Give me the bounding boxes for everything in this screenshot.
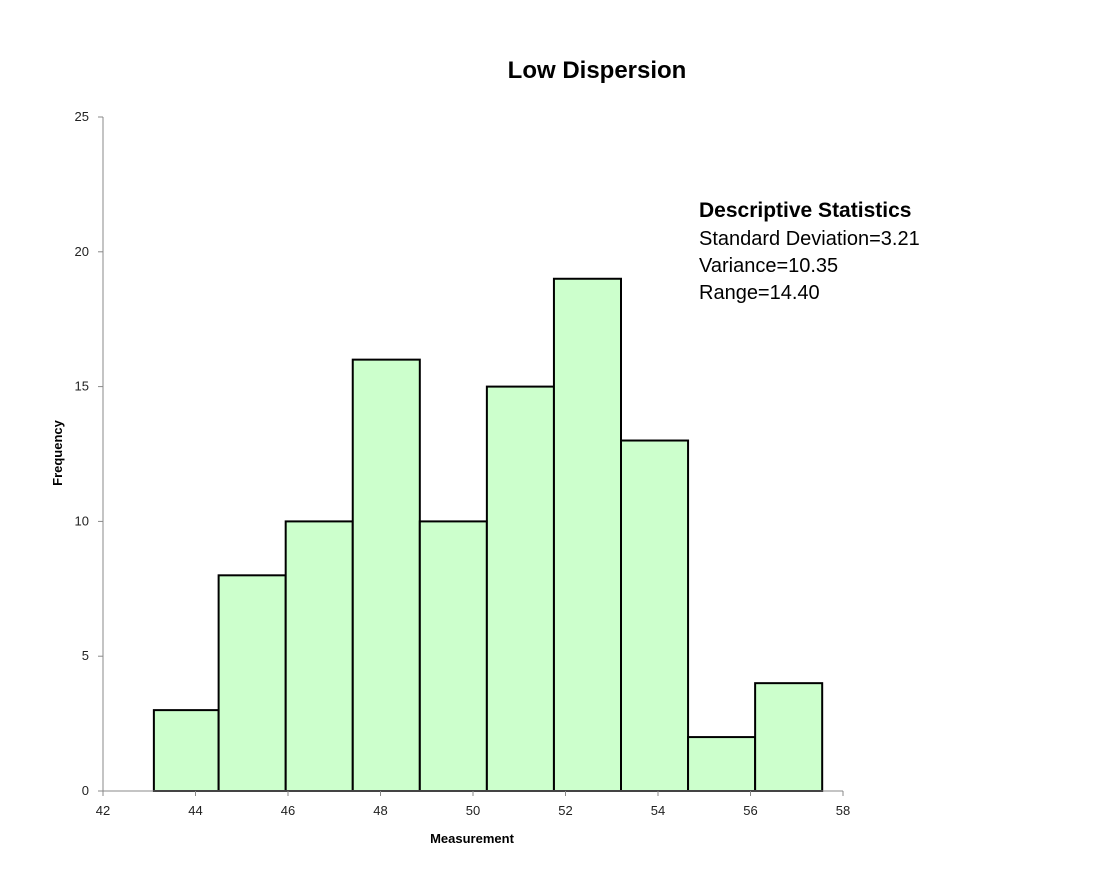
bars-group bbox=[152, 277, 824, 793]
x-tick-label: 48 bbox=[373, 803, 387, 818]
x-axis-label: Measurement bbox=[430, 831, 514, 846]
stats-std-dev: Standard Deviation=3.21 bbox=[699, 228, 920, 250]
histogram-bar-5 bbox=[418, 520, 488, 793]
y-tick-label: 15 bbox=[75, 379, 89, 394]
y-tick-label: 0 bbox=[82, 783, 89, 798]
histogram-bar-2 bbox=[217, 574, 287, 792]
histogram-bar-9 bbox=[687, 736, 757, 793]
histogram-bar-7 bbox=[552, 277, 622, 792]
y-tick-label: 5 bbox=[82, 648, 89, 663]
chart-title: Low Dispersion bbox=[508, 57, 687, 84]
x-tick-label: 52 bbox=[558, 803, 572, 818]
y-axis-label: Frequency bbox=[50, 419, 65, 486]
histogram-bar-4 bbox=[351, 358, 421, 792]
x-tick-label: 46 bbox=[281, 803, 295, 818]
stats-annotation: Descriptive Statistics Standard Deviatio… bbox=[699, 199, 920, 304]
y-tick-label: 25 bbox=[75, 109, 89, 124]
x-tick-label: 44 bbox=[188, 803, 202, 818]
histogram-bar-6 bbox=[485, 385, 555, 792]
y-axis-ticks: 0 5 10 15 20 25 bbox=[75, 109, 103, 798]
x-tick-label: 58 bbox=[836, 803, 850, 818]
y-tick-label: 20 bbox=[75, 244, 89, 259]
stats-range: Range=14.40 bbox=[699, 282, 820, 304]
histogram-bar-1 bbox=[152, 709, 220, 792]
x-tick-label: 56 bbox=[743, 803, 757, 818]
y-tick-label: 10 bbox=[75, 513, 89, 528]
x-axis-ticks: 42 44 46 48 50 52 54 56 58 bbox=[96, 791, 850, 818]
x-tick-label: 42 bbox=[96, 803, 110, 818]
histogram-bar-3 bbox=[284, 520, 354, 793]
x-tick-label: 50 bbox=[466, 803, 480, 818]
stats-heading: Descriptive Statistics bbox=[699, 199, 911, 222]
stats-variance: Variance=10.35 bbox=[699, 255, 838, 277]
x-tick-label: 54 bbox=[651, 803, 665, 818]
histogram-bar-10 bbox=[754, 682, 824, 792]
histogram-bar-8 bbox=[620, 439, 690, 792]
